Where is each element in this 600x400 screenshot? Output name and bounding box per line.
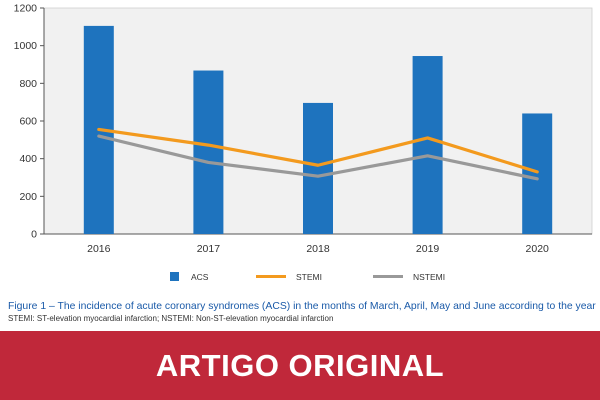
bar-acs bbox=[303, 102, 333, 234]
x-tick-label: 2019 bbox=[416, 243, 440, 255]
x-tick-label: 2020 bbox=[526, 243, 550, 255]
y-tick-label: 1200 bbox=[14, 3, 38, 15]
article-type-banner: ARTIGO ORIGINAL bbox=[0, 331, 600, 400]
legend-label-stemi: STEMI bbox=[296, 272, 322, 282]
bar-acs bbox=[522, 113, 553, 234]
x-tick-label: 2017 bbox=[197, 243, 221, 255]
y-tick-label: 1000 bbox=[14, 40, 38, 52]
figure-caption: Figure 1 – The incidence of acute corona… bbox=[8, 300, 598, 324]
y-tick-label: 400 bbox=[19, 153, 37, 165]
banner-text: ARTIGO ORIGINAL bbox=[155, 347, 445, 383]
line-nstemi bbox=[97, 134, 539, 181]
caption-main: Figure 1 – The incidence of acute corona… bbox=[8, 301, 596, 312]
x-tick-label: 2018 bbox=[306, 243, 330, 255]
legend-label-nstemi: NSTEMI bbox=[413, 272, 445, 282]
y-tick-label: 800 bbox=[19, 78, 37, 90]
y-tick-label: 600 bbox=[19, 116, 37, 128]
y-tick-label: 200 bbox=[19, 191, 37, 203]
legend-label-acs: ACS bbox=[191, 272, 209, 282]
chart: 0 200 400 600 800 1000 1200 2016 2017 2018 2019 202… bbox=[14, 3, 593, 282]
line-stemi bbox=[97, 127, 539, 174]
y-tick-label: 0 bbox=[31, 229, 37, 241]
bar-acs bbox=[193, 70, 224, 234]
caption-note: STEMI: ST-elevation myocardial infarctio… bbox=[8, 314, 334, 323]
legend-swatch-acs bbox=[170, 272, 179, 281]
bar-acs bbox=[412, 56, 443, 235]
x-tick-label: 2016 bbox=[87, 243, 111, 255]
